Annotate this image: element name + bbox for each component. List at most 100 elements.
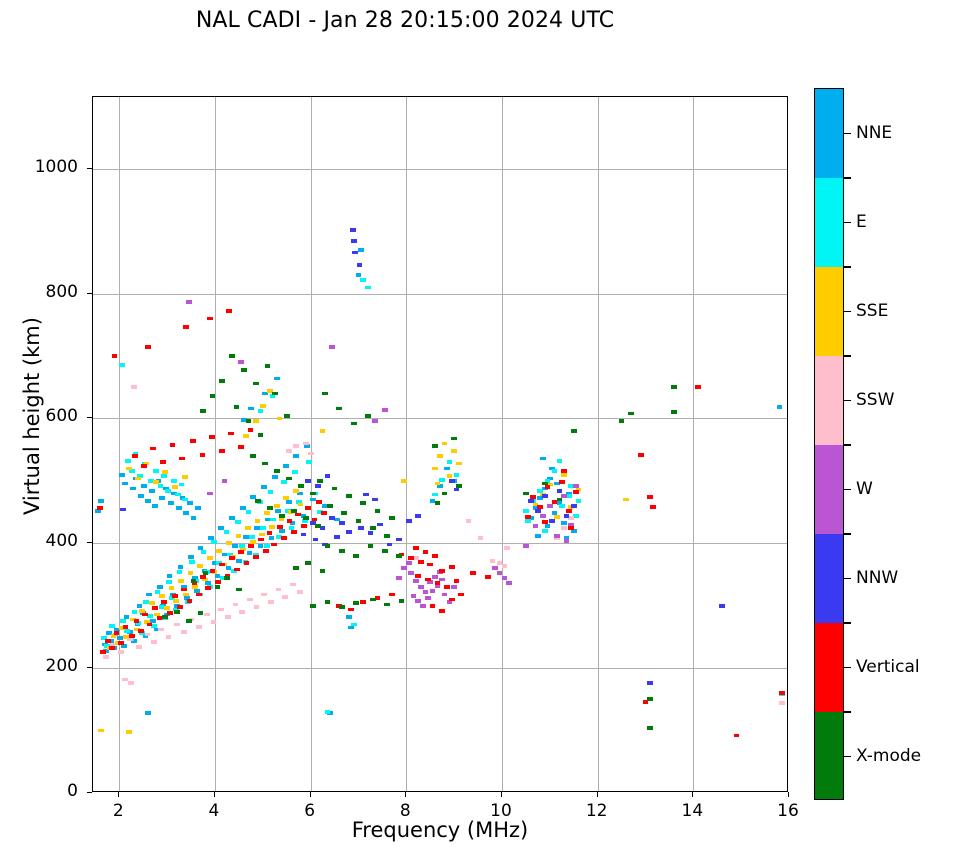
gridline-y	[93, 168, 787, 170]
data-point	[234, 567, 240, 572]
data-point	[575, 487, 582, 492]
data-point	[401, 566, 407, 571]
data-point	[195, 592, 202, 597]
x-tick	[788, 792, 789, 797]
data-point	[154, 612, 160, 617]
data-point	[451, 585, 458, 589]
data-point	[218, 607, 225, 612]
data-point	[291, 530, 297, 534]
data-point	[444, 466, 450, 471]
data-point	[401, 479, 407, 483]
y-tick-label: 800	[45, 281, 78, 302]
data-point	[271, 391, 278, 396]
data-point	[566, 491, 572, 496]
data-point	[303, 444, 310, 448]
data-point	[434, 501, 441, 506]
data-point	[252, 419, 259, 423]
data-point	[422, 550, 429, 554]
data-point	[377, 522, 383, 527]
data-point	[226, 309, 233, 313]
data-point	[439, 477, 446, 482]
data-point	[173, 603, 180, 608]
data-point	[290, 582, 296, 587]
y-tick	[87, 167, 92, 169]
x-tick-label: 16	[777, 801, 799, 821]
data-point	[274, 469, 281, 473]
data-point	[149, 601, 156, 606]
data-point	[568, 516, 575, 521]
colorbar-tick	[844, 399, 851, 402]
data-point	[273, 503, 280, 508]
data-point	[131, 610, 138, 614]
data-point	[114, 627, 120, 632]
data-point	[432, 466, 438, 471]
data-point	[554, 536, 560, 541]
data-point	[305, 506, 312, 511]
data-point	[415, 513, 422, 518]
data-point	[178, 482, 185, 487]
data-point	[192, 585, 199, 589]
data-point	[319, 526, 326, 531]
data-point	[456, 484, 462, 488]
data-point	[568, 526, 575, 531]
data-point	[111, 354, 118, 358]
x-tick-label: 4	[208, 801, 220, 821]
data-point	[566, 494, 572, 498]
data-point	[223, 530, 230, 534]
data-point	[245, 419, 252, 423]
data-point	[558, 480, 565, 484]
data-point	[310, 491, 316, 496]
data-point	[250, 454, 257, 458]
data-point	[563, 513, 570, 518]
data-point	[282, 464, 289, 468]
data-point	[145, 498, 151, 503]
data-point	[221, 552, 228, 557]
data-point	[491, 566, 498, 571]
data-point	[542, 528, 548, 533]
data-point	[269, 525, 275, 529]
data-point	[119, 626, 126, 631]
data-point	[197, 546, 204, 551]
data-point	[281, 536, 288, 541]
data-point	[100, 650, 106, 654]
data-point	[151, 606, 158, 611]
data-point	[396, 576, 402, 581]
colorbar-boundary-tick	[844, 533, 851, 535]
data-point	[381, 407, 388, 412]
data-point	[197, 563, 203, 568]
data-point	[441, 592, 448, 597]
data-point	[546, 476, 553, 481]
data-point	[525, 515, 532, 519]
data-point	[546, 482, 553, 487]
data-point	[338, 548, 345, 553]
data-point	[413, 578, 419, 583]
data-point	[573, 513, 579, 518]
colorbar-tick	[844, 488, 851, 491]
data-point	[151, 640, 158, 644]
data-point	[432, 492, 438, 497]
data-point	[532, 506, 539, 511]
data-point	[300, 513, 307, 518]
data-point	[187, 501, 193, 506]
data-point	[719, 603, 725, 608]
data-point	[227, 552, 234, 557]
data-point	[374, 508, 381, 513]
data-point	[200, 575, 206, 579]
data-point	[300, 532, 307, 537]
data-point	[360, 501, 367, 506]
data-point	[135, 476, 141, 481]
data-point	[138, 628, 145, 633]
data-point	[219, 576, 226, 581]
data-point	[271, 542, 278, 547]
data-point	[186, 598, 193, 603]
data-point	[561, 521, 568, 526]
data-point	[98, 728, 104, 733]
data-point	[182, 497, 189, 502]
data-point	[360, 278, 367, 282]
data-point	[255, 498, 261, 503]
data-point	[369, 597, 376, 602]
colorbar-tick	[844, 666, 851, 669]
data-point	[558, 503, 565, 508]
data-point	[239, 506, 246, 511]
data-point	[166, 573, 173, 578]
